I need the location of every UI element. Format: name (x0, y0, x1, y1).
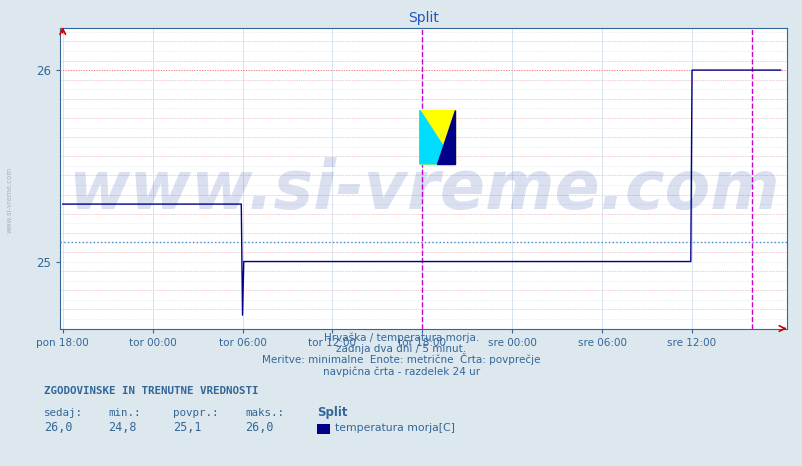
Text: min.:: min.: (108, 408, 140, 418)
Text: 26,0: 26,0 (44, 421, 72, 434)
Text: povpr.:: povpr.: (172, 408, 218, 418)
Text: 25,1: 25,1 (172, 421, 200, 434)
Polygon shape (437, 110, 454, 164)
Text: navpična črta - razdelek 24 ur: navpična črta - razdelek 24 ur (322, 366, 480, 377)
Text: ZGODOVINSKE IN TRENUTNE VREDNOSTI: ZGODOVINSKE IN TRENUTNE VREDNOSTI (44, 386, 258, 396)
Text: www.si-vreme.com: www.si-vreme.com (6, 167, 13, 233)
Title: Split: Split (407, 11, 439, 26)
Text: temperatura morja[C]: temperatura morja[C] (334, 423, 454, 433)
Text: 24,8: 24,8 (108, 421, 136, 434)
Text: 26,0: 26,0 (245, 421, 273, 434)
Text: Split: Split (317, 406, 347, 418)
Text: www.si-vreme.com: www.si-vreme.com (67, 157, 779, 223)
Text: zadnja dva dni / 5 minut.: zadnja dva dni / 5 minut. (336, 344, 466, 354)
Text: Meritve: minimalne  Enote: metrične  Črta: povprečje: Meritve: minimalne Enote: metrične Črta:… (262, 354, 540, 365)
Text: Hrvaška / temperatura morja.: Hrvaška / temperatura morja. (323, 333, 479, 343)
Bar (419, 110, 454, 164)
Polygon shape (419, 110, 454, 164)
Text: sedaj:: sedaj: (44, 408, 83, 418)
Text: maks.:: maks.: (245, 408, 284, 418)
